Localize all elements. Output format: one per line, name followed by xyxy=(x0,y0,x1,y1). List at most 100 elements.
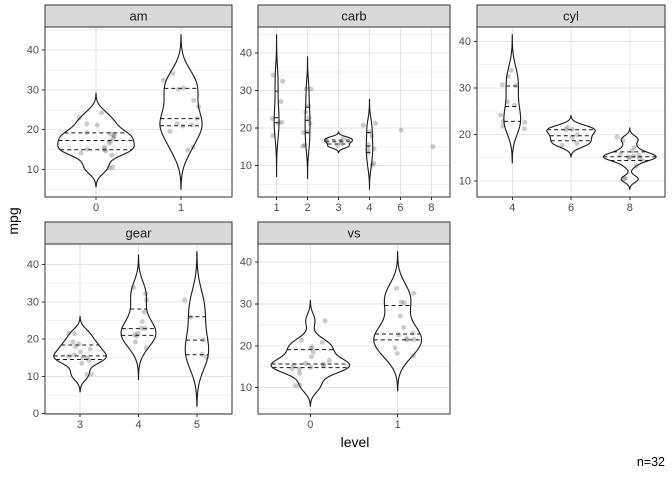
jitter-point xyxy=(512,102,517,108)
panel-background xyxy=(45,27,232,197)
x-tick-label: 6 xyxy=(568,202,574,214)
jitter-point xyxy=(143,345,149,351)
x-tick-label: 2 xyxy=(304,202,310,214)
jitter-point xyxy=(76,115,82,121)
y-tick-label: 40 xyxy=(240,48,252,60)
jitter-point xyxy=(626,154,632,160)
jitter-point xyxy=(94,122,100,128)
jitter-point xyxy=(396,332,402,338)
jitter-point xyxy=(109,152,115,158)
jitter-point xyxy=(88,371,94,377)
jitter-point xyxy=(397,313,403,319)
jitter-point xyxy=(135,330,141,336)
x-tick-label: 8 xyxy=(428,202,434,214)
y-tick-label: 30 xyxy=(459,82,471,94)
violin-cyl-4 xyxy=(503,34,522,164)
jitter-point xyxy=(411,353,417,359)
jitter-point xyxy=(77,349,83,355)
jitter-point xyxy=(194,115,200,121)
jitter-point xyxy=(132,332,138,338)
jitter-point xyxy=(297,382,303,388)
jitter-point xyxy=(132,339,138,345)
jitter-point xyxy=(308,86,314,92)
jitter-point xyxy=(167,128,173,134)
y-tick-label: 40 xyxy=(27,45,39,57)
jitter-point xyxy=(505,73,511,79)
jitter-point xyxy=(270,72,276,78)
y-tick-label: 30 xyxy=(240,85,252,97)
jitter-point xyxy=(559,142,565,148)
jitter-point xyxy=(513,83,519,89)
jitter-point xyxy=(404,336,409,342)
jitter-point xyxy=(430,144,436,150)
y-tick-label: 20 xyxy=(459,129,471,141)
facet-strip xyxy=(257,4,451,28)
jitter-point xyxy=(306,103,312,109)
jitter-point xyxy=(636,152,642,158)
jitter-point xyxy=(79,360,85,366)
jitter-point xyxy=(278,99,284,104)
jitter-point xyxy=(392,345,398,351)
jitter-point xyxy=(107,138,113,144)
jitter-point xyxy=(291,362,296,368)
facet-strip xyxy=(476,4,666,28)
jitter-point xyxy=(84,355,90,361)
jitter-point xyxy=(188,314,194,320)
jitter-point xyxy=(174,121,180,127)
panel-background xyxy=(258,27,450,197)
jitter-point xyxy=(366,142,372,148)
jitter-point xyxy=(143,291,149,297)
jitter-point xyxy=(170,71,176,76)
jitter-point xyxy=(304,129,310,135)
jitter-point xyxy=(296,366,302,372)
jitter-point xyxy=(84,121,90,127)
jitter-point xyxy=(180,85,186,91)
facet-strip xyxy=(44,221,233,245)
y-tick-label: 10 xyxy=(240,382,252,394)
y-tick-label: 30 xyxy=(240,298,252,310)
jitter-point xyxy=(522,119,528,125)
violin-vs-1 xyxy=(373,251,423,392)
y-tick-label: 10 xyxy=(27,164,39,176)
jitter-point xyxy=(199,352,205,357)
jitter-point xyxy=(321,361,326,367)
jitter-point xyxy=(569,126,575,132)
jitter-point xyxy=(369,133,375,139)
violin-carb-3 xyxy=(324,131,353,154)
x-axis-title: level xyxy=(340,434,370,450)
jitter-point xyxy=(629,148,635,154)
y-tick-label: 40 xyxy=(240,257,252,269)
jitter-point xyxy=(139,319,145,325)
y-tick-label: 30 xyxy=(27,296,39,308)
jitter-point xyxy=(303,109,309,115)
jitter-point xyxy=(366,150,371,156)
jitter-point xyxy=(321,363,326,369)
jitter-point xyxy=(373,120,378,126)
jitter-point xyxy=(142,326,148,332)
y-tick-label: 30 xyxy=(27,84,39,96)
jitter-point xyxy=(498,112,504,118)
jitter-point xyxy=(563,127,569,133)
jitter-point xyxy=(565,125,570,130)
jitter-point xyxy=(200,337,206,343)
jitter-point xyxy=(367,129,373,135)
jitter-point xyxy=(73,344,78,350)
jitter-point xyxy=(275,120,281,126)
jitter-point xyxy=(189,122,195,128)
jitter-point xyxy=(84,146,90,152)
jitter-point xyxy=(338,140,344,146)
x-tick-label: 4 xyxy=(509,202,515,214)
jitter-point xyxy=(394,351,400,356)
y-axis-title: mpg xyxy=(5,207,21,235)
jitter-point xyxy=(103,148,109,154)
jitter-point xyxy=(66,353,72,359)
violin-gear-3 xyxy=(53,315,107,393)
jitter-point xyxy=(401,300,407,306)
jitter-point xyxy=(300,143,306,149)
jitter-point xyxy=(365,146,371,152)
y-tick-label: 40 xyxy=(27,259,39,271)
jitter-point xyxy=(190,144,196,150)
jitter-point xyxy=(144,297,150,303)
violin-am-1 xyxy=(159,34,203,190)
